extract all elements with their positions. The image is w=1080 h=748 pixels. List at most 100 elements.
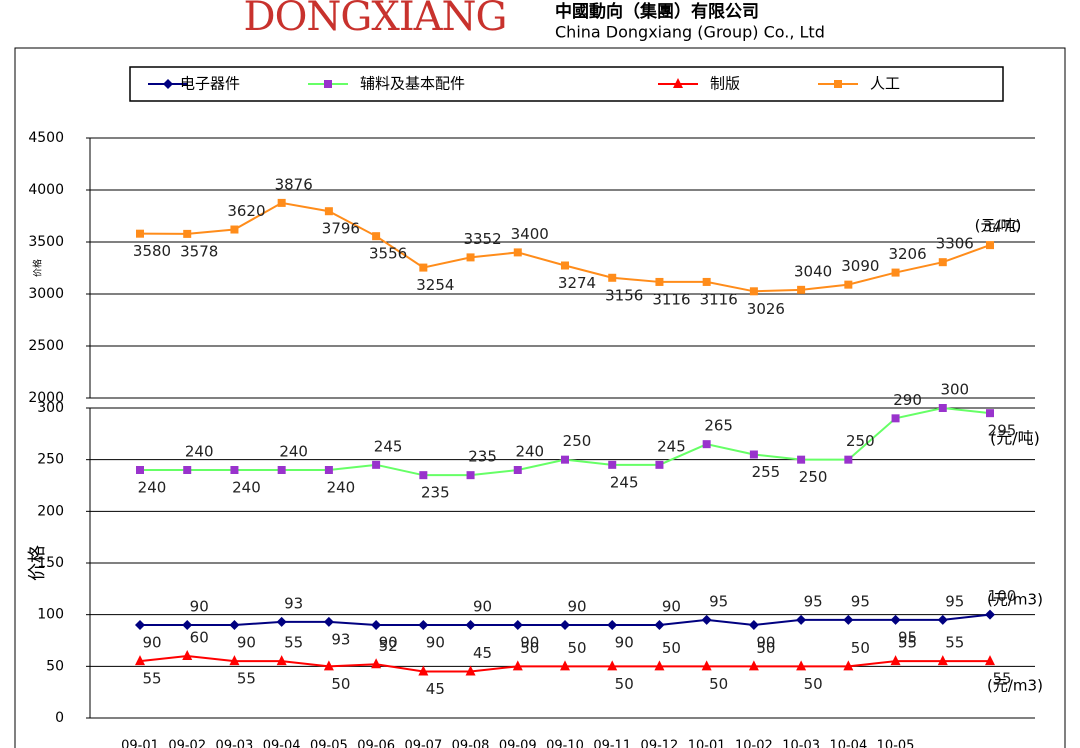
marker (985, 609, 995, 620)
data-label: 45 (426, 680, 445, 698)
x-tick-label: 09-09 (499, 739, 537, 748)
data-label: 3470 (983, 218, 1021, 236)
data-label: 240 (279, 443, 308, 461)
data-label: 3400 (511, 225, 549, 243)
marker (673, 78, 683, 88)
data-label: 93 (284, 594, 303, 612)
marker (560, 620, 570, 630)
data-label: 3274 (558, 274, 596, 292)
x-tick-label: 10-04 (829, 739, 867, 748)
y-tick-label: 4500 (28, 130, 64, 146)
data-label: 50 (520, 639, 539, 657)
marker (561, 455, 569, 464)
data-label: 235 (468, 448, 497, 466)
marker (891, 268, 900, 277)
marker (985, 655, 995, 666)
company-cn: 中國動向（集團）有限公司 (555, 1, 759, 22)
legend-label: 人工 (870, 75, 900, 93)
y-tick-label: 50 (46, 658, 64, 674)
data-label: 3620 (227, 202, 265, 220)
marker (324, 80, 332, 88)
x-tick-label: 09-03 (216, 739, 254, 748)
data-label: 3306 (936, 235, 974, 253)
annotation: (元/m3) (987, 591, 1043, 609)
marker (797, 455, 806, 464)
marker (135, 655, 145, 666)
data-label: 240 (327, 479, 356, 497)
data-label: 245 (374, 437, 403, 455)
marker (513, 466, 522, 474)
data-label: 255 (752, 463, 781, 481)
marker (419, 471, 428, 480)
data-label: 90 (142, 634, 161, 652)
data-label: 90 (567, 598, 586, 616)
data-label: 90 (615, 634, 634, 652)
data-label: 240 (138, 479, 167, 497)
company-en: China Dongxiang (Group) Co., Ltd (555, 23, 825, 42)
y-tick-label: 3000 (28, 286, 64, 302)
marker (323, 616, 334, 627)
marker (890, 655, 901, 666)
marker (512, 660, 523, 671)
marker (608, 273, 617, 282)
marker (277, 466, 286, 474)
marker (701, 660, 712, 671)
data-label: 90 (379, 634, 398, 652)
marker (797, 285, 806, 294)
y-tick-label: 3500 (28, 234, 64, 250)
marker (465, 620, 476, 630)
marker (465, 665, 476, 676)
marker (372, 460, 381, 469)
marker (230, 466, 239, 474)
data-label: 3206 (888, 245, 926, 263)
data-label: 250 (799, 468, 828, 486)
data-label: 245 (657, 437, 686, 455)
marker (986, 241, 994, 250)
x-tick-label: 10-05 (877, 739, 915, 748)
x-tick-label: 09-10 (546, 739, 584, 748)
marker (843, 660, 854, 671)
data-label: 50 (851, 639, 870, 657)
marker (701, 614, 712, 625)
marker (843, 614, 854, 625)
marker (466, 471, 475, 480)
data-label: 245 (610, 473, 639, 491)
data-label: 3352 (463, 230, 501, 248)
marker (183, 229, 192, 238)
marker (419, 263, 428, 272)
annotation: (元/吨) (975, 217, 1022, 235)
marker (276, 616, 287, 627)
x-tick-label: 10-03 (782, 739, 820, 748)
x-tick-label: 09-11 (593, 739, 631, 748)
marker (607, 620, 618, 630)
marker (466, 253, 475, 262)
x-tick-label: 09-05 (310, 739, 348, 748)
x-tick-label: 09-02 (168, 739, 206, 748)
data-label: 55 (992, 670, 1011, 688)
annotation: (元/m3) (987, 677, 1043, 695)
marker (136, 466, 144, 474)
marker (229, 655, 240, 666)
y-tick-label: 300 (37, 400, 64, 416)
marker (371, 620, 382, 630)
marker (748, 620, 759, 630)
marker (182, 650, 193, 660)
marker (986, 409, 994, 418)
x-tick-label: 09-01 (121, 739, 159, 748)
marker (890, 614, 901, 625)
marker (418, 665, 429, 676)
data-label: 3026 (747, 300, 785, 318)
marker (418, 620, 429, 630)
marker (748, 660, 759, 671)
marker (937, 655, 948, 666)
marker (135, 620, 145, 630)
marker (561, 261, 569, 270)
data-label: 250 (846, 432, 875, 450)
marker (608, 460, 617, 469)
data-label: 90 (662, 598, 681, 616)
data-label: 93 (331, 630, 350, 648)
data-label: 295 (988, 422, 1017, 440)
data-label: 265 (704, 417, 733, 435)
data-label: 55 (898, 634, 917, 652)
